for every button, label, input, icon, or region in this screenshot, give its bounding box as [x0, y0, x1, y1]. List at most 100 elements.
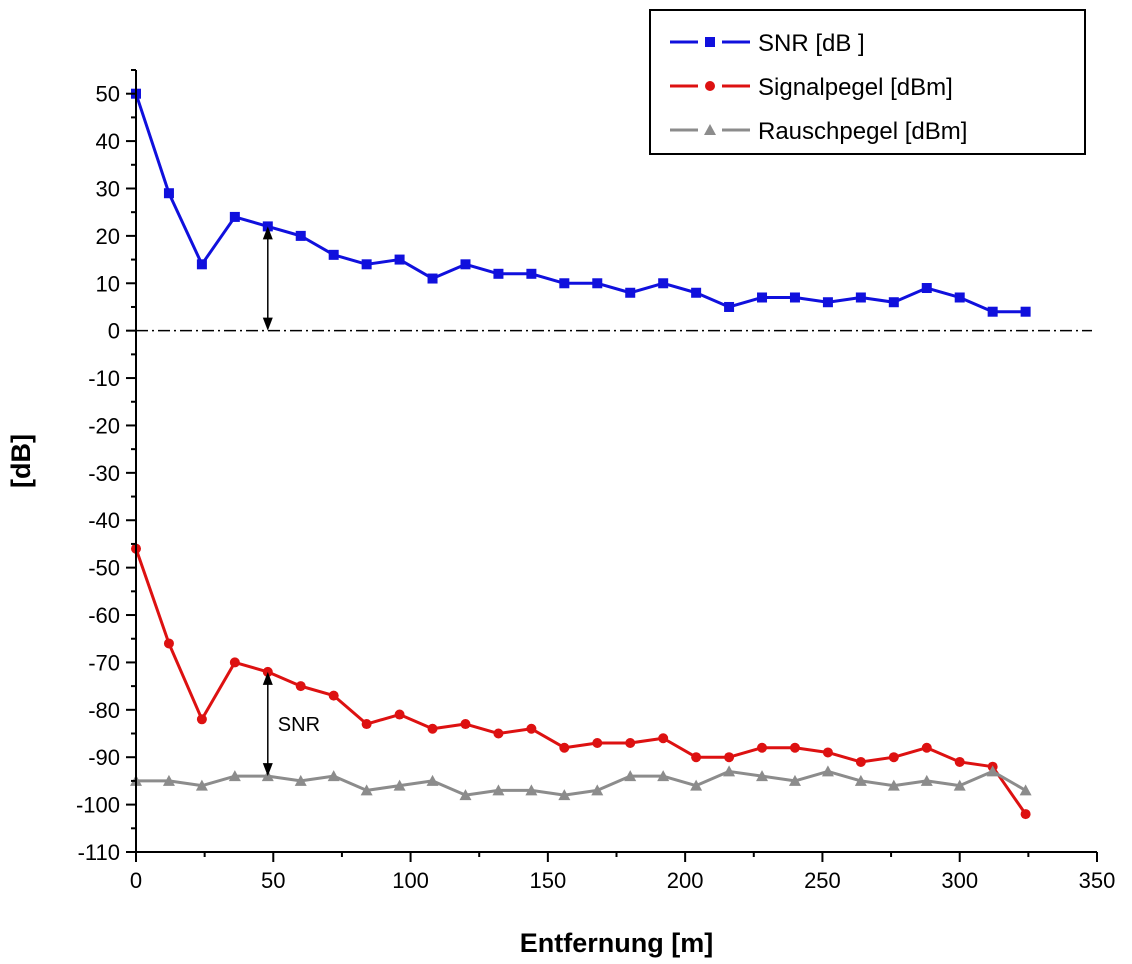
series-line — [136, 769, 1027, 797]
data-point — [625, 287, 636, 298]
x-tick-label: 350 — [1079, 868, 1116, 893]
data-point — [1020, 809, 1031, 820]
legend-item-triangle: Rauschpegel [dBm] — [670, 118, 967, 145]
data-point — [460, 259, 471, 270]
data-point — [591, 784, 604, 796]
legend-label: SNR [dB ] — [758, 30, 865, 57]
y-tick-label: -80 — [88, 698, 120, 723]
legend-label: Rauschpegel [dBm] — [758, 118, 967, 145]
data-point — [228, 770, 241, 782]
data-point — [625, 737, 636, 748]
data-point — [724, 301, 735, 312]
data-point — [295, 230, 306, 241]
data-point — [163, 188, 174, 199]
annotation-arrow: SNR — [262, 671, 320, 777]
data-point — [525, 784, 538, 796]
data-point — [690, 779, 703, 791]
data-point — [821, 765, 834, 777]
series-line — [134, 548, 1027, 815]
data-point — [921, 283, 932, 294]
x-tick-label: 300 — [941, 868, 978, 893]
data-point — [757, 742, 768, 753]
data-point — [789, 292, 800, 303]
data-point — [427, 723, 438, 734]
data-point — [822, 747, 833, 758]
y-tick-label: -110 — [78, 840, 120, 865]
arrow-head — [262, 317, 273, 331]
x-tick-label: 100 — [392, 868, 429, 893]
data-point — [361, 719, 372, 730]
x-tick-label: 150 — [529, 868, 566, 893]
data-point — [328, 249, 339, 260]
data-point — [657, 770, 670, 782]
data-point — [163, 638, 174, 649]
data-point — [756, 770, 769, 782]
y-tick-label: 10 — [96, 271, 120, 296]
y-tick-label: -90 — [88, 745, 120, 770]
data-point — [987, 306, 998, 317]
data-point — [393, 779, 406, 791]
arrow-head — [262, 226, 273, 240]
legend-swatch-marker — [705, 81, 715, 91]
data-point — [195, 779, 208, 791]
data-point — [526, 268, 537, 279]
y-tick-label: 0 — [108, 319, 120, 344]
data-point — [196, 259, 207, 270]
data-point — [493, 268, 504, 279]
arrow-head — [262, 671, 273, 685]
y-tick-label: 50 — [96, 82, 120, 107]
arrow-head — [262, 763, 273, 777]
data-point — [229, 657, 240, 668]
data-point — [757, 292, 768, 303]
data-point — [492, 784, 505, 796]
data-point — [294, 774, 307, 786]
data-point — [691, 287, 702, 298]
y-tick-label: -70 — [88, 650, 120, 675]
x-axis-title: Entfernung [m] — [520, 928, 713, 958]
data-point — [427, 273, 438, 284]
y-tick-label: 20 — [96, 224, 120, 249]
data-point — [855, 756, 866, 767]
data-point — [295, 681, 306, 692]
data-point — [493, 728, 504, 739]
legend-swatch-marker — [704, 124, 716, 135]
data-point — [921, 742, 932, 753]
data-point — [888, 297, 899, 308]
data-point — [558, 789, 571, 801]
data-point — [327, 770, 340, 782]
plot-area: SNR — [130, 88, 1092, 820]
data-point — [394, 709, 405, 720]
data-point — [789, 742, 800, 753]
data-point — [822, 297, 833, 308]
data-point — [986, 765, 999, 777]
data-point — [954, 292, 965, 303]
y-axis-title: [dB] — [6, 434, 36, 488]
data-point — [624, 770, 637, 782]
data-point — [855, 292, 866, 303]
data-point — [592, 278, 603, 289]
legend-label: Signalpegel [dBm] — [758, 74, 953, 101]
data-point — [1020, 306, 1031, 317]
data-point — [459, 789, 472, 801]
data-point — [953, 779, 966, 791]
data-point — [1019, 784, 1032, 796]
data-point — [887, 779, 900, 791]
data-point — [592, 737, 603, 748]
legend-swatch-marker — [705, 37, 715, 47]
data-point — [658, 278, 669, 289]
axes: 0 50 100 150 200 250 300 35050403020100-10-20-3… — [76, 69, 1116, 893]
data-point — [394, 254, 405, 265]
data-point — [559, 278, 570, 289]
data-point — [920, 774, 933, 786]
x-tick-label: 50 — [261, 868, 285, 893]
data-point — [954, 756, 965, 767]
data-point — [888, 752, 899, 763]
data-point — [723, 765, 736, 777]
x-tick-label: 0 — [130, 868, 142, 893]
legend: SNR [dB ] Signalpegel [dBm] Rauschpegel [d… — [649, 9, 1086, 155]
data-point — [691, 752, 702, 763]
series-line — [134, 93, 1026, 314]
legend-item-circle: Signalpegel [dBm] — [670, 74, 953, 101]
data-point — [361, 259, 372, 270]
